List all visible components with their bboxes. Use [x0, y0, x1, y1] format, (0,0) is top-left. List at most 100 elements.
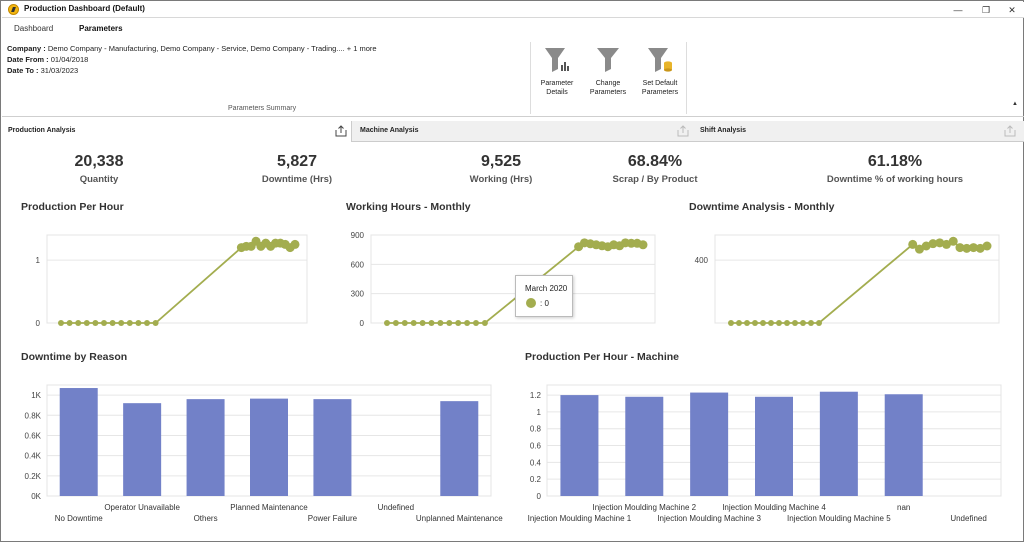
kpi-value: 9,525 — [480, 153, 522, 170]
y-tick-label: 0.2K — [25, 472, 42, 481]
data-point — [948, 236, 958, 246]
data-point — [808, 320, 814, 326]
y-tick-label: 900 — [351, 231, 365, 240]
parameter-details-label: Parameter Details — [540, 80, 574, 96]
tab-parameters[interactable]: Parameters — [79, 24, 123, 33]
data-point — [58, 320, 64, 326]
data-point — [75, 320, 82, 326]
data-point — [914, 244, 924, 254]
data-point — [982, 241, 992, 251]
kpi-value: 61.18% — [867, 153, 923, 170]
y-tick-label: 600 — [351, 260, 365, 269]
x-tick-label: Injection Moulding Machine 1 — [528, 514, 632, 523]
close-button[interactable]: ✕ — [1008, 5, 1016, 15]
tab-production-analysis-label: Production Analysis — [8, 127, 76, 134]
data-point — [768, 320, 774, 326]
y-tick-label: 0 — [36, 319, 41, 328]
data-point — [109, 320, 116, 326]
bar — [884, 394, 923, 496]
date-to-value: 31/03/2023 — [40, 66, 79, 75]
data-point — [908, 239, 918, 249]
x-tick-label: Others — [194, 514, 218, 523]
bar-chart-production-per-machine: 0 0.2 0.4 0.6 0.8 1 1.2 Injection Moulding Mach… — [528, 384, 1002, 523]
restore-button[interactable]: ❐ — [981, 5, 991, 15]
kpi-quantity: 20,338 Quantity — [19, 153, 179, 185]
collapse-ribbon-icon[interactable]: ▲ — [1012, 101, 1018, 107]
data-point — [760, 320, 766, 326]
data-point — [638, 240, 648, 250]
data-point — [126, 320, 133, 326]
date-from-line: Date From : 01/04/2018 — [7, 55, 88, 64]
parameter-details-button[interactable]: Parameter Details — [531, 45, 583, 105]
data-point — [92, 320, 99, 326]
kpi-label: Working (Hrs) — [469, 174, 533, 185]
date-from-value: 01/04/2018 — [50, 55, 89, 64]
change-parameters-label: Change Parameters — [589, 80, 627, 96]
data-point — [384, 320, 390, 326]
data-point — [744, 320, 750, 326]
data-point — [481, 320, 488, 326]
data-point — [464, 320, 471, 326]
line-chart-working-hours: 0 300 600 900 — [351, 231, 656, 328]
data-point — [83, 320, 90, 326]
data-point — [437, 320, 444, 326]
data-point — [935, 238, 945, 248]
bar-chart-downtime-by-reason: 0K 0.2K 0.4K 0.6K 0.8K 1K No DowntimeOperator … — [25, 384, 503, 523]
bar — [250, 398, 288, 496]
y-tick-label: 0.6 — [530, 442, 542, 451]
kpi-label: Downtime (Hrs) — [261, 174, 333, 185]
chart-title-production-per-machine: Production Per Hour - Machine — [525, 351, 680, 363]
data-point — [784, 320, 790, 326]
data-point — [428, 320, 435, 326]
funnel-chart-icon — [545, 48, 569, 72]
tab-machine-analysis-label: Machine Analysis — [360, 127, 419, 134]
kpi-label: Quantity — [79, 174, 119, 185]
bar — [625, 396, 664, 496]
chart-tooltip: March 2020 : 0 — [515, 275, 573, 317]
bar — [560, 395, 599, 496]
parameters-panel: Company : Demo Company - Manufacturing, … — [2, 39, 1024, 117]
minimize-button[interactable]: — — [953, 5, 963, 15]
data-point — [392, 320, 399, 326]
tab-machine-analysis[interactable]: Machine Analysis — [354, 121, 694, 142]
data-point — [144, 320, 150, 326]
change-parameters-button[interactable]: Change Parameters — [582, 45, 634, 105]
data-point — [66, 320, 73, 326]
plot-area — [714, 234, 1000, 324]
data-point — [928, 239, 938, 249]
y-tick-label: 0.2 — [530, 475, 542, 484]
series-line — [731, 240, 988, 324]
kpi-downtime-hrs: 5,827 Downtime (Hrs) — [217, 153, 377, 185]
kpi-downtime-percent: 61.18% Downtime % of working hours — [795, 153, 995, 185]
y-tick-label: 0.4 — [530, 458, 542, 467]
date-to-line: Date To : 31/03/2023 — [7, 66, 78, 75]
date-to-label: Date To : — [7, 66, 39, 75]
data-point — [941, 239, 951, 249]
data-point — [800, 320, 806, 326]
x-tick-label: Undefined — [378, 503, 414, 512]
y-tick-label: 1 — [537, 408, 542, 417]
dashboard-tabstrip: Production Analysis Machine Analysis Shi… — [2, 121, 1024, 142]
set-default-parameters-button[interactable]: Set Default Parameters — [634, 45, 686, 105]
company-line: Company : Demo Company - Manufacturing, … — [7, 44, 377, 53]
y-tick-label: 1 — [36, 256, 41, 265]
data-point — [135, 320, 142, 326]
company-label: Company : — [7, 44, 46, 53]
x-tick-label: Injection Moulding Machine 4 — [722, 503, 826, 512]
title-bar: Production Dashboard (Default) — ❐ ✕ — [2, 2, 1024, 18]
data-point — [446, 320, 453, 326]
tab-production-analysis[interactable]: Production Analysis — [2, 121, 352, 142]
tab-shift-analysis[interactable]: Shift Analysis — [694, 121, 1024, 142]
data-point — [736, 320, 742, 326]
y-tick-label: 0.8K — [25, 411, 42, 420]
series-line — [61, 239, 296, 324]
export-icon[interactable] — [677, 125, 689, 137]
bar — [59, 388, 98, 496]
x-tick-label: Injection Moulding Machine 3 — [657, 514, 761, 523]
tab-dashboard[interactable]: Dashboard — [14, 24, 54, 33]
x-tick-label: Injection Moulding Machine 2 — [592, 503, 696, 512]
kpi-label: Downtime % of working hours — [826, 174, 964, 185]
data-point — [962, 243, 972, 253]
export-icon[interactable] — [1004, 125, 1016, 137]
export-icon[interactable] — [335, 125, 347, 137]
